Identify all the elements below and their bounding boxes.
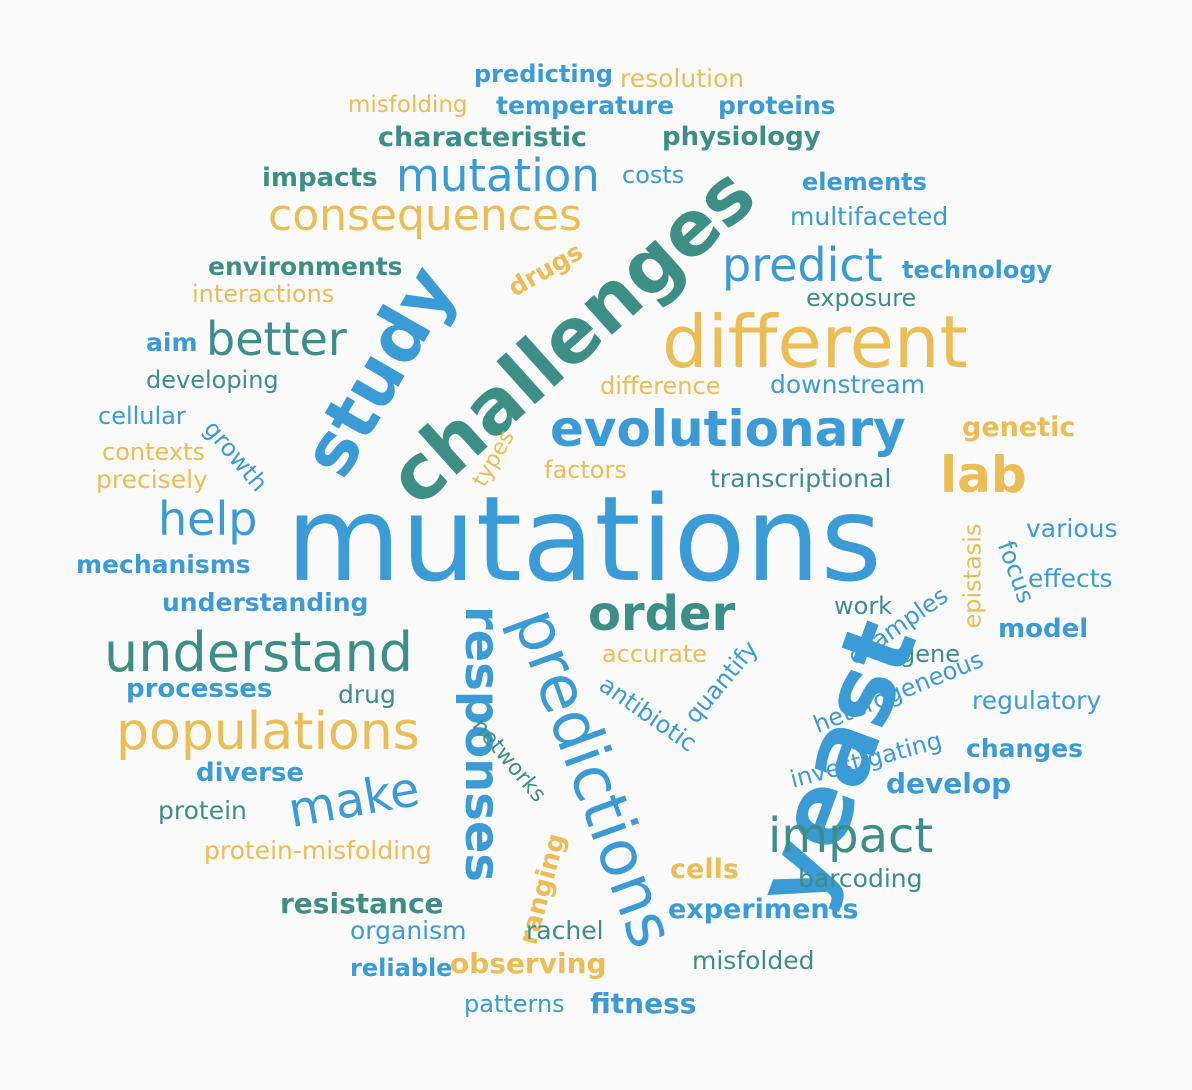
word-genetic: genetic — [962, 412, 1076, 443]
word-elements: elements — [802, 168, 927, 196]
word-order: order — [588, 586, 736, 642]
word-contexts: contexts — [102, 438, 205, 466]
word-different: different — [662, 300, 968, 384]
word-interactions: interactions — [192, 280, 335, 308]
word-fitness: fitness — [590, 987, 697, 1020]
word-mechanisms: mechanisms — [76, 550, 251, 579]
word-barcoding: barcoding — [798, 864, 923, 893]
word-predicting: predicting — [474, 60, 613, 88]
word-impact: impact — [768, 808, 934, 864]
word-develop: develop — [886, 767, 1012, 800]
word-effects: effects — [1028, 564, 1113, 593]
word-epistasis: epistasis — [958, 523, 987, 629]
word-understanding: understanding — [162, 588, 369, 617]
word-patterns: patterns — [464, 990, 565, 1018]
word-protein-misfolding: protein-misfolding — [204, 836, 432, 865]
word-precisely: precisely — [96, 465, 208, 494]
word-model: model — [998, 614, 1089, 644]
word-evolutionary: evolutionary — [550, 400, 906, 458]
word-impacts: impacts — [262, 163, 378, 193]
word-exposure: exposure — [806, 284, 917, 312]
word-misfolded: misfolded — [692, 946, 815, 975]
word-temperature: temperature — [496, 91, 675, 120]
word-make: make — [284, 760, 424, 840]
word-costs: costs — [622, 161, 685, 189]
word-organism: organism — [350, 916, 467, 945]
word-changes: changes — [966, 734, 1084, 763]
word-downstream: downstream — [770, 370, 926, 399]
word-proteins: proteins — [718, 91, 836, 120]
word-drug: drug — [338, 680, 396, 709]
word-difference: difference — [600, 372, 721, 400]
word-consequences: consequences — [268, 190, 582, 241]
word-diverse: diverse — [196, 758, 305, 788]
word-cells: cells — [670, 854, 739, 885]
word-mutation: mutation — [396, 149, 600, 202]
word-populations: populations — [116, 702, 420, 762]
word-help: help — [158, 492, 258, 546]
word-misfolding: misfolding — [348, 92, 468, 118]
word-factors: factors — [544, 456, 627, 484]
word-various: various — [1026, 514, 1118, 543]
word-experiments: experiments — [668, 894, 859, 925]
word-multifaceted: multifaceted — [790, 202, 949, 231]
word-rachel: rachel — [526, 916, 604, 945]
word-resistance: resistance — [280, 887, 444, 920]
word-accurate: accurate — [602, 640, 708, 668]
word-protein: protein — [158, 796, 247, 825]
word-observing: observing — [450, 947, 607, 980]
word-lab: lab — [940, 446, 1027, 504]
word-work: work — [834, 592, 893, 620]
word-processes: processes — [126, 674, 273, 704]
word-regulatory: regulatory — [972, 686, 1102, 715]
word-growth: growth — [198, 415, 274, 497]
word-transcriptional: transcriptional — [710, 464, 892, 493]
word-understand: understand — [104, 621, 414, 684]
word-cellular: cellular — [98, 402, 186, 430]
word-characteristic: characteristic — [378, 122, 588, 153]
word-environments: environments — [208, 252, 403, 281]
word-developing: developing — [146, 366, 279, 394]
word-technology: technology — [902, 256, 1053, 284]
word-resolution: resolution — [620, 64, 745, 93]
word-aim: aim — [146, 328, 198, 357]
word-gene: gene — [900, 640, 960, 668]
word-physiology: physiology — [662, 122, 821, 152]
word-predict: predict — [722, 238, 883, 292]
word-better: better — [206, 312, 347, 366]
word-mutations: mutations — [286, 470, 882, 608]
word-reliable: reliable — [350, 954, 453, 982]
